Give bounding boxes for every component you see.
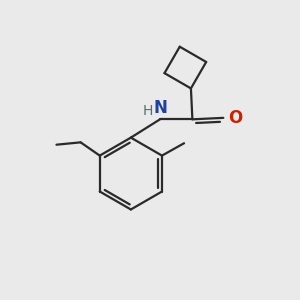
Text: N: N (153, 99, 167, 117)
Text: H: H (142, 104, 153, 118)
Text: O: O (229, 109, 243, 127)
